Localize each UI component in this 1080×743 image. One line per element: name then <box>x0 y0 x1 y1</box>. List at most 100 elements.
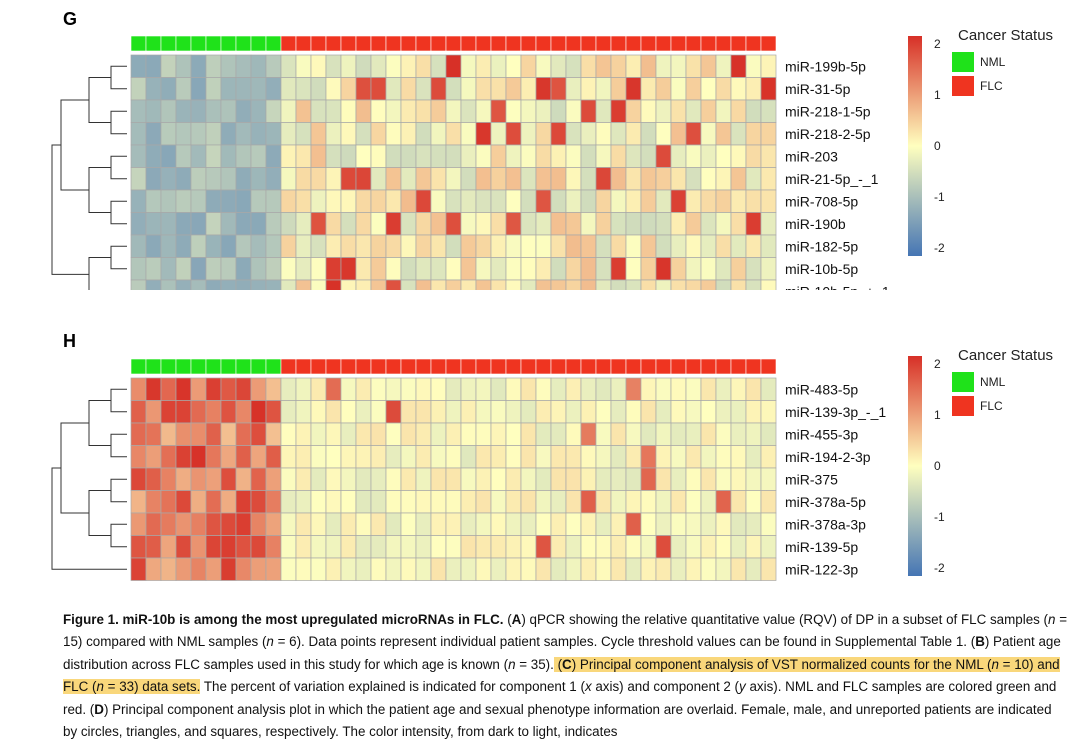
row-label: miR-10b-5p_+_1 <box>785 283 890 290</box>
legend-title: Cancer Status <box>958 27 1053 44</box>
status-bar-cell <box>400 358 417 375</box>
heatmap-cell <box>520 234 537 258</box>
heatmap-cell <box>130 257 147 281</box>
status-bar-cell <box>610 35 627 52</box>
heatmap-cell <box>130 99 147 123</box>
heatmap-cell <box>175 144 192 168</box>
status-bar-cell <box>490 358 507 375</box>
status-bar-cell <box>310 35 327 52</box>
heatmap-cell <box>340 257 357 281</box>
heatmap-cell <box>325 535 342 559</box>
heatmap-cell <box>505 99 522 123</box>
status-bar-cell <box>370 358 387 375</box>
status-bar-cell <box>235 35 252 52</box>
status-bar-cell <box>745 35 762 52</box>
caption-text: = 6). Data points represent individual p… <box>273 634 976 650</box>
heatmap-cell <box>745 400 762 424</box>
heatmap-cell <box>460 234 477 258</box>
heatmap-cell <box>265 189 282 213</box>
heatmap-cell <box>145 535 162 559</box>
heatmap-cell <box>190 490 207 514</box>
status-bar-cell <box>190 358 207 375</box>
heatmap-cell <box>340 189 357 213</box>
heatmap-cell <box>595 189 612 213</box>
heatmap-cell <box>415 189 432 213</box>
heatmap-cell <box>310 99 327 123</box>
status-bar-cell <box>175 35 192 52</box>
heatmap-cell <box>310 400 327 424</box>
heatmap-cell <box>460 445 477 469</box>
heatmap-cell <box>295 490 312 514</box>
heatmap-cell <box>760 99 777 123</box>
status-bar-cell <box>235 358 252 375</box>
heatmap-cell <box>295 535 312 559</box>
heatmap-cell <box>475 54 492 78</box>
status-bar-cell <box>700 35 717 52</box>
status-bar-cell <box>535 35 552 52</box>
heatmap-cell <box>565 400 582 424</box>
heatmap-cell <box>385 234 402 258</box>
heatmap-cell <box>220 212 237 236</box>
heatmap-cell <box>730 167 747 191</box>
heatmap-cell <box>295 445 312 469</box>
status-bar-cell <box>355 358 372 375</box>
heatmap-cell <box>235 279 252 290</box>
heatmap-cell <box>625 99 642 123</box>
heatmap-cell <box>235 557 252 581</box>
heatmap-cell <box>565 257 582 281</box>
status-bar-cell <box>370 35 387 52</box>
heatmap-cell <box>535 189 552 213</box>
heatmap-cell <box>505 490 522 514</box>
status-bar-cell <box>220 358 237 375</box>
heatmap-cell <box>745 99 762 123</box>
heatmap-cell <box>685 212 702 236</box>
status-bar-cell <box>550 35 567 52</box>
heatmap-cell <box>580 557 597 581</box>
heatmap-cell <box>160 535 177 559</box>
heatmap-cell <box>160 212 177 236</box>
heatmap-cell <box>475 122 492 146</box>
caption-text: The percent of variation explained is in… <box>200 679 585 695</box>
legend-label: FLC <box>980 399 1003 413</box>
heatmap-cell <box>565 279 582 290</box>
scale-label: 2 <box>934 37 941 51</box>
heatmap-cell <box>280 422 297 446</box>
heatmap-cell <box>265 535 282 559</box>
status-bar-cell <box>655 35 672 52</box>
heatmap-cell <box>205 54 222 78</box>
heatmap-cell <box>580 422 597 446</box>
caption-text: = 35). <box>515 656 554 672</box>
heatmap-cell <box>235 490 252 514</box>
heatmap-cell <box>535 99 552 123</box>
heatmap-cell <box>340 122 357 146</box>
heatmap-cell <box>655 557 672 581</box>
heatmap-cell <box>520 467 537 491</box>
heatmap-cell <box>400 122 417 146</box>
heatmap-cell <box>610 54 627 78</box>
heatmap-cell <box>205 445 222 469</box>
heatmap-cell <box>520 122 537 146</box>
heatmap-cell <box>295 279 312 290</box>
heatmap-cell <box>535 54 552 78</box>
heatmap-cell <box>190 422 207 446</box>
status-bar-cell <box>715 35 732 52</box>
heatmap-cell <box>130 54 147 78</box>
heatmap-cell <box>595 167 612 191</box>
heatmap-cell <box>190 400 207 424</box>
heatmap-cell <box>610 445 627 469</box>
heatmap-cell <box>580 122 597 146</box>
heatmap-cell <box>685 234 702 258</box>
heatmap-cell <box>235 144 252 168</box>
heatmap-cell <box>250 400 267 424</box>
heatmap-cell <box>685 490 702 514</box>
heatmap-cell <box>205 377 222 401</box>
heatmap-cell <box>610 99 627 123</box>
heatmap-cell <box>700 445 717 469</box>
heatmap-cell <box>625 467 642 491</box>
heatmap-cell <box>550 279 567 290</box>
heatmap-cell <box>670 234 687 258</box>
heatmap-cell <box>580 512 597 536</box>
heatmap-cell <box>220 99 237 123</box>
status-bar-cell <box>655 358 672 375</box>
caption-var: n <box>96 679 104 695</box>
